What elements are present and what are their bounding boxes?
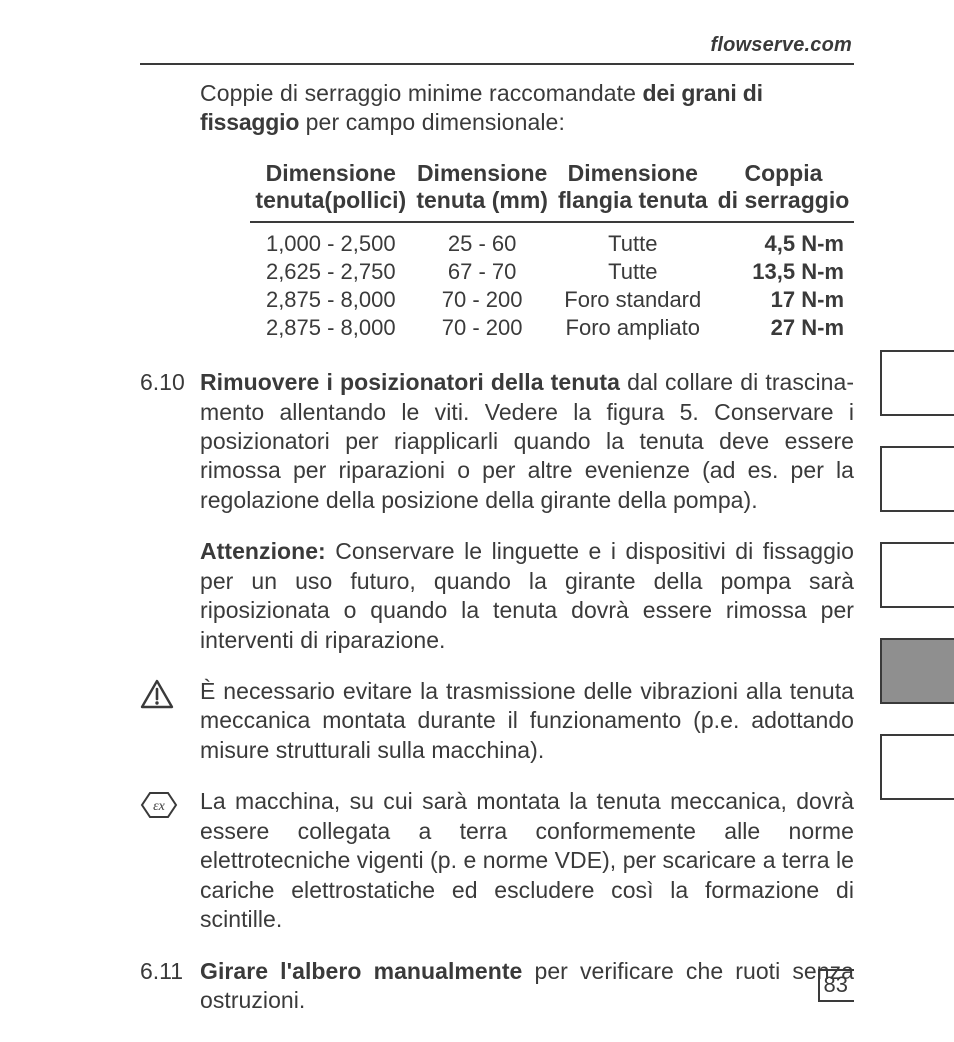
svg-text:εx: εx (153, 799, 166, 814)
ex-atex-icon: εx (140, 789, 178, 821)
cell-mm: 70 - 200 (412, 286, 553, 314)
th-dim-in: Dimensionetenuta(pollici) (250, 160, 412, 222)
intro-pre: Coppie di serraggio minime raccomandate (200, 80, 643, 106)
cell-tq: 27 N-m (713, 314, 854, 342)
side-tab[interactable] (880, 350, 954, 416)
table-row: 1,000 - 2,500 25 - 60 Tutte 4,5 N-m (250, 222, 854, 258)
table-row: 2,625 - 2,750 67 - 70 Tutte 13,5 N-m (250, 258, 854, 286)
cell-mm: 70 - 200 (412, 314, 553, 342)
section-bold: Rimuovere i posizionatori della tenuta (200, 369, 620, 395)
section-number: 6.11 (140, 957, 200, 986)
section-body: Attenzione: Conservare le linguette e i … (200, 537, 854, 655)
intro-paragraph: Coppie di serraggio minime raccomandate … (200, 79, 854, 138)
section-body: Girare l'albero manualmente per verifica… (200, 957, 854, 1016)
th-torque: Coppiadi serraggio (713, 160, 854, 222)
attention-bold: Attenzione: (200, 538, 326, 564)
warning-text: È necessario evitare la trasmissione del… (200, 677, 854, 765)
cell-fl: Foro ampliato (553, 314, 713, 342)
th-l2: di serraggio (718, 187, 850, 213)
cell-fl: Tutte (553, 258, 713, 286)
side-tab-active[interactable] (880, 638, 954, 704)
cell-tq: 17 N-m (713, 286, 854, 314)
header-site: flowserve.com (140, 34, 854, 57)
section-ex: εx La macchina, su cui sarà montata la t… (140, 787, 854, 934)
th-l2: tenuta(pollici) (255, 187, 406, 213)
table-row: 2,875 - 8,000 70 - 200 Foro standard 17 … (250, 286, 854, 314)
section-body: Rimuovere i posizionatori della tenuta d… (200, 368, 854, 515)
side-tab[interactable] (880, 734, 954, 800)
section-attention: Attenzione: Conservare le linguette e i … (140, 537, 854, 655)
side-tabs (880, 350, 954, 800)
cell-in: 2,875 - 8,000 (250, 314, 412, 342)
th-l1: Dimensione (568, 160, 698, 186)
cell-mm: 25 - 60 (412, 222, 553, 258)
side-tab[interactable] (880, 446, 954, 512)
cell-in: 2,875 - 8,000 (250, 286, 412, 314)
section-warning: È necessario evitare la trasmissione del… (140, 677, 854, 765)
torque-table: Dimensionetenuta(pollici) Dimensionetenu… (250, 160, 854, 342)
th-l2: tenuta (mm) (416, 187, 548, 213)
cell-tq: 4,5 N-m (713, 222, 854, 258)
page-number: 83 (818, 969, 854, 1002)
cell-fl: Tutte (553, 222, 713, 258)
th-l1: Coppia (744, 160, 822, 186)
section-6-11: 6.11 Girare l'albero manualmente per ver… (140, 957, 854, 1016)
table-row: 2,875 - 8,000 70 - 200 Foro ampliato 27 … (250, 314, 854, 342)
section-bold: Girare l'albero manualmente (200, 958, 522, 984)
th-dim-fl: Dimensioneflangia tenuta (553, 160, 713, 222)
th-l1: Dimensione (266, 160, 396, 186)
ex-text: La macchina, su cui sarà montata la tenu… (200, 787, 854, 934)
cell-in: 2,625 - 2,750 (250, 258, 412, 286)
warning-triangle-icon (140, 679, 174, 709)
section-6-10: 6.10 Rimuovere i posizionatori della ten… (140, 368, 854, 515)
cell-mm: 67 - 70 (412, 258, 553, 286)
th-l2: flangia tenuta (558, 187, 708, 213)
side-tab[interactable] (880, 542, 954, 608)
cell-tq: 13,5 N-m (713, 258, 854, 286)
th-l1: Dimensione (417, 160, 547, 186)
cell-fl: Foro standard (553, 286, 713, 314)
intro-post: per campo dimensionale: (299, 109, 565, 135)
header-rule (140, 63, 854, 65)
cell-in: 1,000 - 2,500 (250, 222, 412, 258)
th-dim-mm: Dimensionetenuta (mm) (412, 160, 553, 222)
section-number: 6.10 (140, 368, 200, 397)
